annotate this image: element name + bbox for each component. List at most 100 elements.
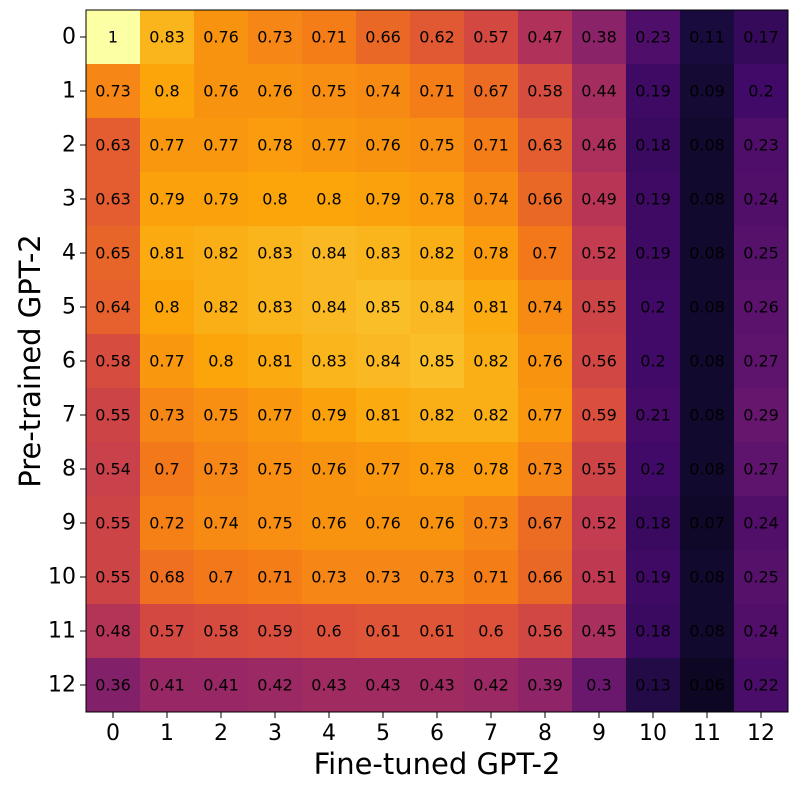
cell-value-label: 0.75 [203,406,239,425]
heatmap-cell [302,64,357,119]
cell-value-label: 0.76 [365,514,401,533]
heatmap-cell [86,388,141,443]
cell-value-label: 0.55 [95,568,131,587]
heatmap-cell [248,334,303,389]
cell-value-label: 0.79 [149,190,185,209]
y-tick-label: 12 [48,673,76,698]
x-tick-label: 3 [268,721,282,746]
cell-value-label: 0.74 [473,190,509,209]
cell-value-label: 0.08 [689,406,725,425]
cell-value-label: 0.08 [689,298,725,317]
cell-value-label: 0.71 [419,82,455,101]
cell-value-label: 0.8 [154,82,179,101]
x-tick-label: 6 [430,721,444,746]
cell-value-label: 0.2 [640,298,665,317]
y-tick-label: 6 [62,349,76,374]
cell-value-label: 0.75 [311,82,347,101]
heatmap-cell [464,334,519,389]
cell-value-label: 0.81 [257,352,293,371]
x-axis-title: Fine-tuned GPT-2 [314,747,561,781]
cell-value-label: 0.59 [581,406,617,425]
heatmap-cell [680,226,735,281]
heatmap-cell [410,64,465,119]
heatmap-cell [680,118,735,173]
cell-value-label: 0.08 [689,460,725,479]
cell-value-label: 0.74 [527,298,563,317]
heatmap-cell [356,226,411,281]
heatmap-cell [410,604,465,659]
cell-value-label: 0.57 [473,28,509,47]
cell-value-label: 0.73 [419,568,455,587]
heatmap-cell [410,658,465,713]
cell-value-label: 0.18 [635,514,671,533]
heatmap-cell [86,496,141,551]
cell-value-label: 0.57 [149,622,185,641]
cell-value-label: 0.44 [581,82,617,101]
cell-value-label: 0.41 [203,676,239,695]
heatmap-cell [518,64,573,119]
heatmap-cell [464,604,519,659]
cell-value-label: 0.7 [532,244,557,263]
heatmap-cell [140,442,195,497]
cell-value-label: 0.27 [743,352,779,371]
cell-value-label: 0.78 [257,136,293,155]
heatmap-cell [248,550,303,605]
heatmap-cell [464,550,519,605]
cell-value-label: 0.26 [743,298,779,317]
heatmap-cell [572,172,627,227]
heatmap-cell [86,226,141,281]
heatmap-cell [626,496,681,551]
cell-value-label: 0.74 [203,514,239,533]
heatmap-cell [734,64,789,119]
heatmap-cell [464,280,519,335]
heatmap-cell [626,226,681,281]
heatmap-cell [572,550,627,605]
heatmap-cell [518,604,573,659]
heatmap-cell [572,496,627,551]
y-axis-title: Pre-trained GPT-2 [13,234,47,487]
cell-value-label: 0.61 [419,622,455,641]
cell-value-label: 0.6 [478,622,503,641]
cell-value-label: 0.62 [419,28,455,47]
heatmap-cell [626,280,681,335]
heatmap-cell [410,550,465,605]
cell-value-label: 0.58 [527,82,563,101]
heatmap-cell [194,226,249,281]
cell-value-label: 0.67 [473,82,509,101]
heatmap-cell [86,10,141,65]
cell-value-label: 0.75 [419,136,455,155]
heatmap-cell [572,280,627,335]
cell-value-label: 0.51 [581,568,617,587]
cell-value-label: 0.74 [365,82,401,101]
heatmap-cell [248,280,303,335]
heatmap-cell [356,442,411,497]
heatmap-cell [464,10,519,65]
cell-value-label: 0.18 [635,622,671,641]
cell-value-label: 0.77 [365,460,401,479]
cell-value-label: 0.77 [149,136,185,155]
heatmap-cell [518,280,573,335]
cell-value-label: 0.41 [149,676,185,695]
cell-value-label: 0.8 [154,298,179,317]
heatmap-cell [680,442,735,497]
y-tick-label: 4 [62,241,76,266]
heatmap-cell [680,388,735,443]
heatmap-cell [194,604,249,659]
heatmap-cell [140,388,195,443]
cell-value-label: 0.76 [311,460,347,479]
heatmap-cell [734,604,789,659]
heatmap-cell [464,442,519,497]
heatmap-cell [86,172,141,227]
cell-value-label: 0.76 [203,82,239,101]
cell-value-label: 0.7 [154,460,179,479]
heatmap-cell [734,226,789,281]
cell-value-label: 0.84 [419,298,455,317]
heatmap-cell [518,118,573,173]
cell-value-label: 0.39 [527,676,563,695]
cell-value-label: 0.08 [689,244,725,263]
cell-value-label: 0.8 [316,190,341,209]
cell-value-label: 0.07 [689,514,725,533]
y-tick-label: 10 [48,565,76,590]
x-tick-label: 10 [639,721,667,746]
